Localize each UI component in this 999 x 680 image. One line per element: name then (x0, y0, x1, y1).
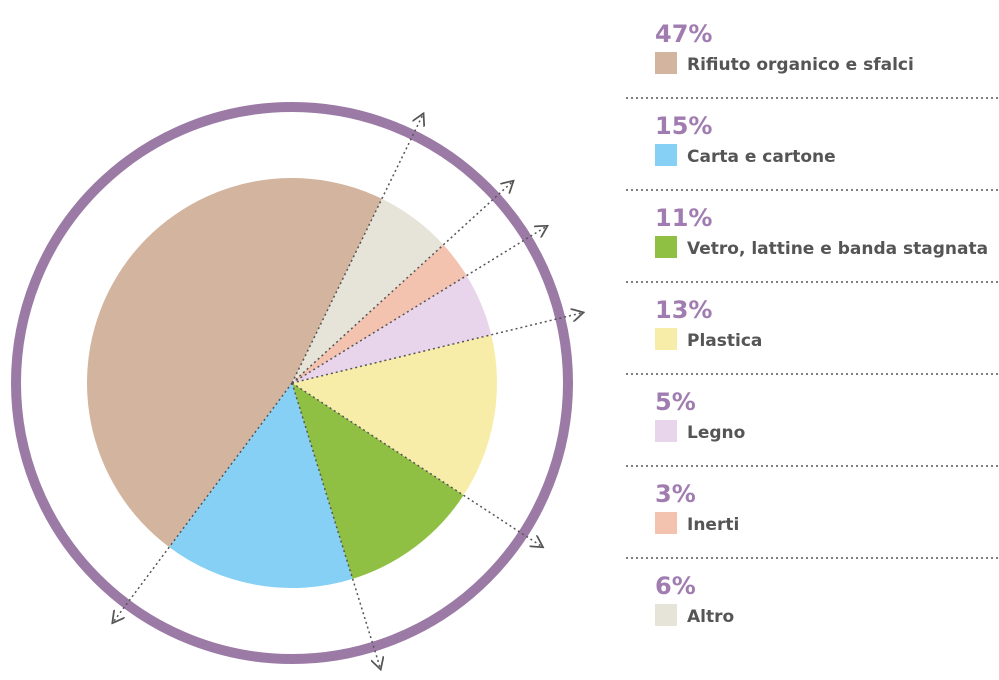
legend-swatch (655, 52, 677, 74)
legend-swatch (655, 420, 677, 442)
pointer-arrow (291, 382, 543, 547)
pointer-arrow (112, 382, 293, 623)
pointer-arrow (291, 181, 514, 384)
legend-label: Altro (687, 607, 734, 627)
legend-percent: 6% (655, 572, 696, 600)
legend-swatch (655, 328, 677, 350)
outer-ring (11, 102, 573, 664)
pointer-arrow (291, 382, 381, 670)
legend-label: Carta e cartone (687, 147, 836, 167)
pie-slice (292, 383, 464, 579)
legend-percent: 13% (655, 296, 712, 324)
legend-label: Plastica (687, 331, 762, 351)
legend: 47% Rifiuto organico e sfalci 15% Carta e c… (626, 20, 999, 627)
legend-percent: 47% (655, 20, 712, 48)
pie-slice (169, 383, 353, 589)
legend-swatch (655, 512, 677, 534)
pointer-arrow (291, 113, 424, 384)
legend-percent: 11% (655, 204, 712, 232)
pie-slice (292, 334, 498, 496)
legend-swatch (655, 604, 677, 626)
legend-swatch (655, 144, 677, 166)
pie (87, 113, 584, 669)
legend-label: Inerti (687, 515, 739, 535)
pointer-arrow (291, 312, 584, 384)
pie-slice (292, 198, 444, 383)
legend-swatch (655, 236, 677, 258)
legend-label: Rifiuto organico e sfalci (687, 55, 914, 75)
pointer-arrow (291, 226, 548, 384)
pie-slice (87, 178, 382, 548)
legend-percent: 3% (655, 480, 696, 508)
pie-slice (292, 275, 492, 383)
legend-percent: 15% (655, 112, 712, 140)
legend-label: Vetro, lattine e banda stagnata (687, 239, 988, 259)
legend-label: Legno (687, 423, 745, 443)
pie-slice (292, 244, 467, 383)
legend-percent: 5% (655, 388, 696, 416)
